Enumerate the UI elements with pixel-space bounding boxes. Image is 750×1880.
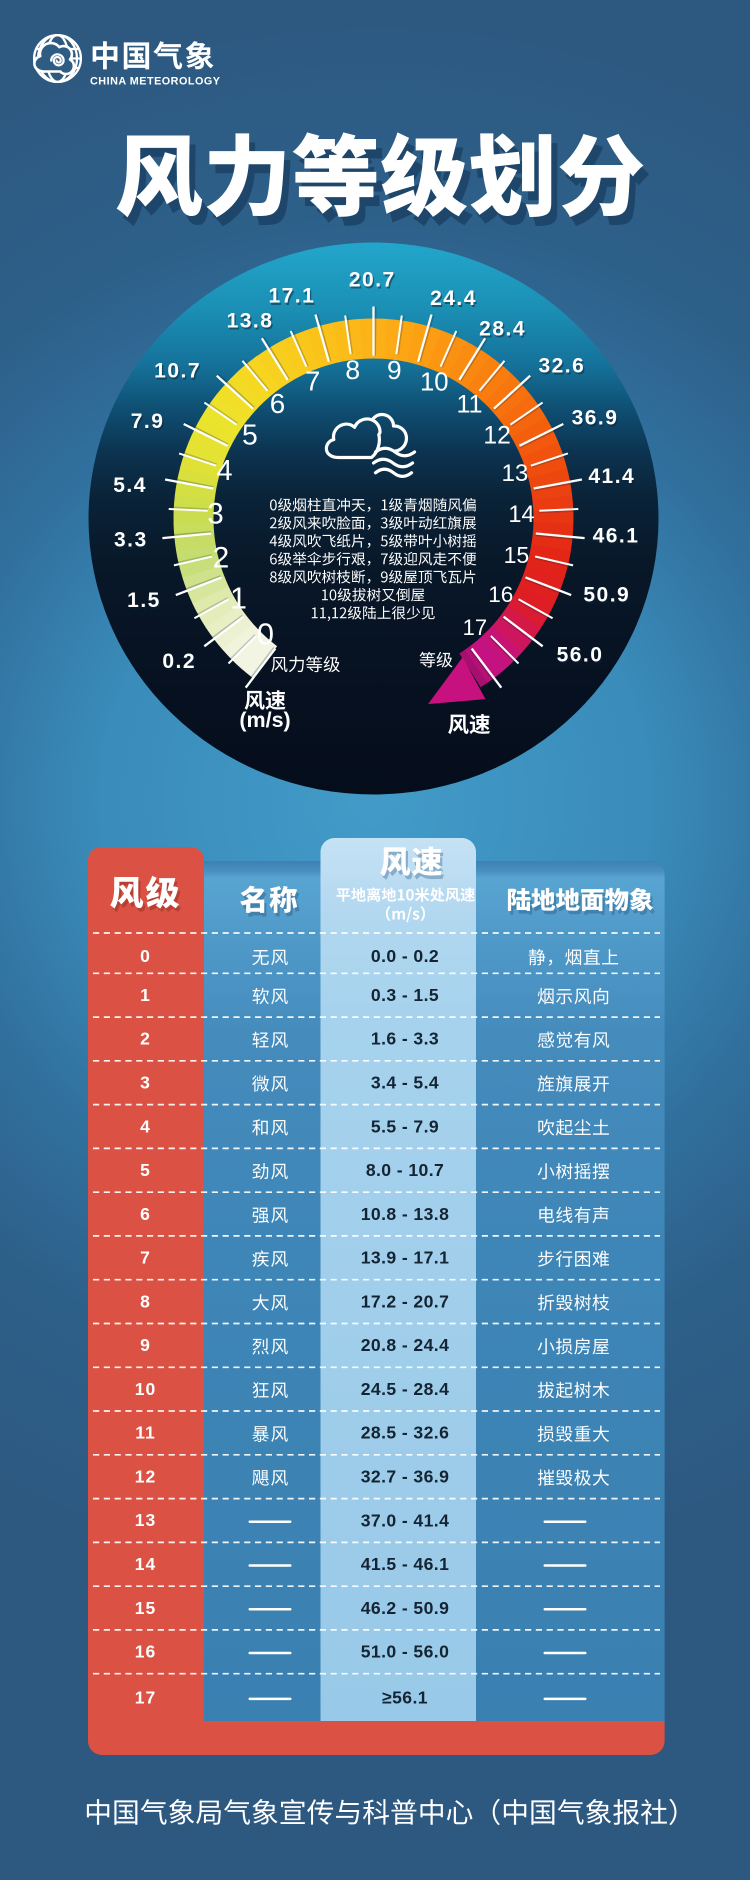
svg-text:0.0 - 0.2: 0.0 - 0.2 bbox=[371, 946, 439, 966]
svg-text:8.0 - 10.7: 8.0 - 10.7 bbox=[366, 1160, 444, 1180]
svg-text:17.1: 17.1 bbox=[270, 287, 317, 310]
svg-text:7.9: 7.9 bbox=[132, 412, 166, 435]
svg-text:17.1: 17.1 bbox=[268, 285, 315, 308]
svg-text:13.9 - 17.1: 13.9 - 17.1 bbox=[361, 1248, 450, 1268]
svg-text:13.8: 13.8 bbox=[228, 312, 275, 335]
svg-text:4: 4 bbox=[216, 455, 232, 487]
svg-text:6: 6 bbox=[140, 1204, 151, 1224]
svg-text:50.9: 50.9 bbox=[585, 586, 632, 609]
svg-text:5.5 - 7.9: 5.5 - 7.9 bbox=[371, 1116, 439, 1136]
svg-text:8: 8 bbox=[345, 355, 360, 385]
svg-text:24.5 - 28.4: 24.5 - 28.4 bbox=[361, 1379, 450, 1399]
svg-text:24.4: 24.4 bbox=[431, 289, 478, 312]
svg-text:12: 12 bbox=[135, 1467, 156, 1487]
svg-text:10: 10 bbox=[420, 368, 449, 396]
svg-text:11: 11 bbox=[135, 1423, 156, 1443]
svg-text:14: 14 bbox=[508, 501, 534, 527]
svg-text:15: 15 bbox=[135, 1598, 156, 1618]
svg-text:56.0: 56.0 bbox=[557, 644, 604, 667]
svg-text:46.1: 46.1 bbox=[593, 525, 640, 548]
svg-text:7: 7 bbox=[305, 366, 320, 397]
svg-text:41.5 - 46.1: 41.5 - 46.1 bbox=[361, 1554, 450, 1574]
svg-text:3.3: 3.3 bbox=[114, 529, 148, 552]
svg-text:1: 1 bbox=[140, 985, 151, 1005]
svg-text:13: 13 bbox=[135, 1510, 156, 1530]
svg-text:20.7: 20.7 bbox=[350, 271, 397, 294]
svg-text:2: 2 bbox=[213, 542, 230, 575]
svg-text:9: 9 bbox=[387, 355, 402, 385]
svg-text:28.4: 28.4 bbox=[481, 320, 528, 343]
svg-text:0.2: 0.2 bbox=[164, 652, 198, 675]
svg-text:9: 9 bbox=[140, 1335, 151, 1355]
svg-text:20.8 - 24.4: 20.8 - 24.4 bbox=[361, 1335, 450, 1355]
svg-text:CHINA METEOROLOGY: CHINA METEOROLOGY bbox=[90, 75, 221, 87]
svg-text:28.5 - 32.6: 28.5 - 32.6 bbox=[361, 1423, 450, 1443]
svg-text:17: 17 bbox=[135, 1687, 156, 1707]
svg-text:0.2: 0.2 bbox=[162, 650, 196, 673]
svg-text:32.7 - 36.9: 32.7 - 36.9 bbox=[361, 1467, 450, 1487]
svg-text:6: 6 bbox=[270, 388, 285, 419]
svg-text:24.4: 24.4 bbox=[430, 287, 477, 310]
svg-text:0: 0 bbox=[140, 946, 151, 966]
svg-text:1.5: 1.5 bbox=[127, 589, 161, 612]
svg-text:36.9: 36.9 bbox=[572, 406, 619, 429]
svg-text:46.2 - 50.9: 46.2 - 50.9 bbox=[361, 1598, 450, 1618]
svg-text:10.7: 10.7 bbox=[154, 360, 201, 383]
svg-text:51.0 - 56.0: 51.0 - 56.0 bbox=[361, 1642, 450, 1662]
svg-text:5.4: 5.4 bbox=[113, 474, 147, 497]
svg-text:3.4 - 5.4: 3.4 - 5.4 bbox=[371, 1073, 439, 1093]
svg-text:14: 14 bbox=[135, 1554, 156, 1574]
svg-text:41.4: 41.4 bbox=[588, 465, 635, 488]
svg-text:13: 13 bbox=[501, 460, 528, 487]
svg-text:28.4: 28.4 bbox=[479, 318, 526, 341]
svg-text:56.0: 56.0 bbox=[558, 646, 605, 669]
svg-text:0.3 - 1.5: 0.3 - 1.5 bbox=[371, 985, 439, 1005]
svg-text:17.2 - 20.7: 17.2 - 20.7 bbox=[361, 1291, 450, 1311]
svg-text:1.6 - 3.3: 1.6 - 3.3 bbox=[371, 1029, 439, 1049]
svg-text:1: 1 bbox=[230, 582, 247, 616]
svg-text:5.4: 5.4 bbox=[115, 476, 149, 499]
svg-text:0: 0 bbox=[257, 617, 274, 652]
svg-text:5: 5 bbox=[242, 420, 258, 452]
svg-text:13.8: 13.8 bbox=[227, 310, 274, 333]
svg-text:41.4: 41.4 bbox=[590, 467, 637, 490]
svg-text:20.7: 20.7 bbox=[349, 268, 396, 291]
svg-text:32.6: 32.6 bbox=[540, 357, 587, 380]
svg-text:4: 4 bbox=[140, 1116, 151, 1136]
svg-text:5: 5 bbox=[140, 1160, 151, 1180]
svg-text:46.1: 46.1 bbox=[594, 527, 641, 550]
svg-text:1.5: 1.5 bbox=[129, 591, 163, 614]
svg-text:7.9: 7.9 bbox=[131, 410, 165, 433]
svg-text:12: 12 bbox=[483, 423, 510, 450]
svg-text:3.3: 3.3 bbox=[115, 531, 149, 554]
svg-text:50.9: 50.9 bbox=[583, 584, 630, 607]
svg-text:3: 3 bbox=[140, 1073, 151, 1093]
svg-text:3: 3 bbox=[207, 497, 223, 530]
svg-text:(m/s): (m/s) bbox=[239, 708, 290, 732]
svg-text:10.7: 10.7 bbox=[156, 362, 203, 385]
svg-text:37.0 - 41.4: 37.0 - 41.4 bbox=[361, 1510, 450, 1530]
svg-text:≥56.1: ≥56.1 bbox=[382, 1687, 428, 1707]
svg-text:32.6: 32.6 bbox=[538, 355, 585, 378]
svg-text:7: 7 bbox=[140, 1248, 151, 1268]
svg-text:16: 16 bbox=[135, 1642, 156, 1662]
svg-text:16: 16 bbox=[488, 582, 513, 607]
svg-text:8: 8 bbox=[140, 1291, 151, 1311]
svg-text:10.8 - 13.8: 10.8 - 13.8 bbox=[361, 1204, 450, 1224]
svg-text:36.9: 36.9 bbox=[573, 409, 620, 432]
svg-text:15: 15 bbox=[504, 542, 530, 568]
svg-text:11: 11 bbox=[456, 390, 482, 418]
svg-text:2: 2 bbox=[140, 1029, 151, 1049]
svg-text:17: 17 bbox=[463, 615, 487, 640]
svg-text:10: 10 bbox=[135, 1379, 156, 1399]
